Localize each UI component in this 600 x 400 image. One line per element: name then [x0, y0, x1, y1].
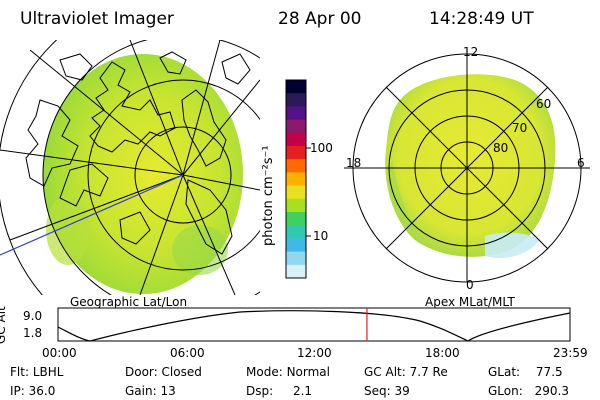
- colorbar-cell: [286, 119, 306, 134]
- colorbar: [285, 79, 311, 279]
- colorbar-tick-100: 100: [310, 141, 333, 155]
- gc-alt-label: GC Alt:: [364, 365, 406, 379]
- dsp-value: 2.1: [292, 384, 313, 398]
- colorbar-cell: [286, 106, 306, 121]
- colorbar-cell: [286, 251, 306, 266]
- timeline-xtick-1800: 18:00: [425, 346, 460, 360]
- mlt-label-6: 6: [577, 156, 585, 170]
- glon-label: GLon:: [488, 384, 523, 398]
- dsp-info: Dsp: 2.1: [246, 384, 312, 398]
- colorbar-cell: [286, 264, 306, 279]
- geographic-map: [0, 40, 260, 295]
- seq-value: 39: [394, 384, 410, 398]
- time-label: 14:28:49 UT: [429, 9, 534, 29]
- gain-info: Gain: 13: [125, 384, 176, 398]
- door-value: Closed: [161, 365, 202, 379]
- timeline-ytick-9: 9.0: [23, 309, 43, 323]
- mlt-label-12: 12: [463, 45, 479, 59]
- colorbar-unit-label: photon cm⁻²s⁻¹: [261, 145, 276, 246]
- date-label: 28 Apr 00: [278, 9, 362, 29]
- ip-value: 36.0: [28, 384, 56, 398]
- timeline-xtick-2359: 23:59: [553, 346, 588, 360]
- glon-info: GLon: 290.3: [488, 384, 569, 398]
- mlat-label-80: 80: [493, 141, 509, 155]
- timeline-xtick-0000: 00:00: [42, 346, 77, 360]
- colorbar-cell: [286, 198, 306, 213]
- door-info: Door: Closed: [125, 365, 202, 379]
- colorbar-cell: [286, 146, 306, 160]
- flt-value: LBHL: [32, 365, 64, 379]
- ip-info: IP: 36.0: [10, 384, 55, 398]
- mlt-label-18: 18: [346, 156, 362, 170]
- mlt-label-0: 0: [466, 278, 474, 292]
- colorbar-cell: [286, 172, 306, 187]
- polar-map: [344, 53, 590, 283]
- colorbar-cell: [286, 159, 306, 173]
- seq-label: Seq:: [364, 384, 391, 398]
- polar-emission-region: [385, 74, 556, 257]
- ip-label: IP:: [10, 384, 25, 398]
- colorbar-tick-10: 10: [313, 229, 329, 243]
- gc-alt-value: 7.7 Re: [409, 365, 448, 379]
- timeline-xtick-0600: 06:00: [170, 346, 205, 360]
- colorbar-cell: [286, 185, 306, 200]
- gc-alt-info: GC Alt: 7.7 Re: [364, 365, 448, 379]
- mode-label: Mode:: [246, 365, 283, 379]
- geo-panel-label: Geographic Lat/Lon: [70, 295, 188, 309]
- mode-info: Mode: Normal: [246, 365, 330, 379]
- mlat-label-60: 60: [536, 97, 552, 111]
- timeline-y-axis-label: GC Alt: [0, 306, 8, 344]
- colorbar-cell: [286, 212, 306, 226]
- glat-label: GLat:: [488, 365, 521, 379]
- colorbar-cell: [286, 132, 306, 147]
- gain-label: Gain:: [125, 384, 157, 398]
- altitude-timeline: [57, 307, 571, 342]
- colorbar-cell: [286, 80, 306, 94]
- colorbar-cell: [286, 238, 306, 253]
- flt-info: Flt: LBHL: [10, 365, 63, 379]
- glat-value: 77.5: [535, 365, 563, 379]
- mode-value: Normal: [286, 365, 330, 379]
- polar-panel-label: Apex MLat/MLT: [425, 295, 515, 309]
- altitude-curve: [57, 310, 571, 342]
- dsp-label: Dsp:: [246, 384, 274, 398]
- glat-info: GLat: 77.5: [488, 365, 563, 379]
- timeline-xtick-1200: 12:00: [297, 346, 332, 360]
- app-title: Ultraviolet Imager: [20, 9, 174, 29]
- glon-value: 290.3: [534, 384, 569, 398]
- mlat-label-70: 70: [512, 121, 528, 135]
- gain-value: 13: [160, 384, 176, 398]
- door-label: Door:: [125, 365, 158, 379]
- colorbar-cell: [286, 225, 306, 239]
- flt-label: Flt:: [10, 365, 29, 379]
- colorbar-cell: [286, 93, 306, 107]
- timeline-ytick-1-8: 1.8: [23, 326, 43, 340]
- seq-info: Seq: 39: [364, 384, 410, 398]
